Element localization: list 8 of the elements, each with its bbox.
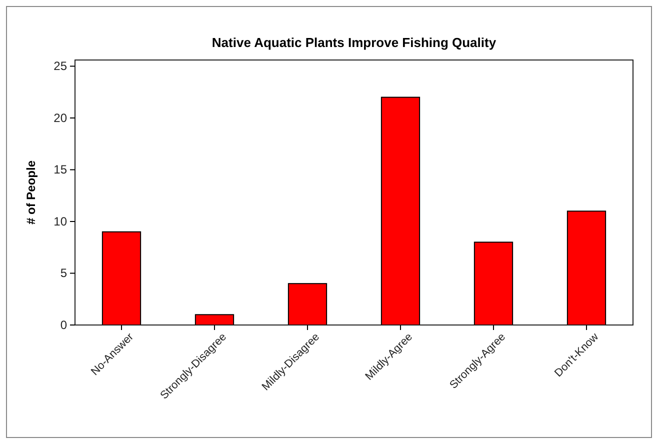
y-tick-label: 5 [60,266,68,280]
y-tick-label: 25 [54,59,68,74]
y-tick-label: 10 [54,214,68,228]
y-tick-label: 0 [60,318,68,332]
chart-title: Native Aquatic Plants Improve Fishing Quality [212,35,497,50]
y-tick-label: 20 [54,110,68,125]
y-axis-title: # of People [24,160,38,225]
y-tick-label: 15 [54,162,68,177]
